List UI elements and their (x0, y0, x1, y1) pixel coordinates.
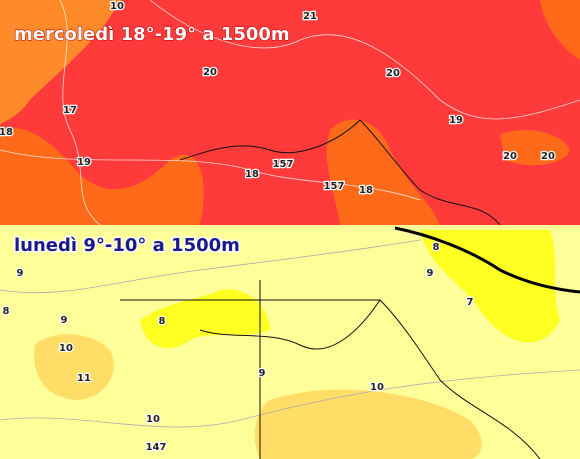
border (120, 280, 380, 459)
isotherm (149, 0, 580, 120)
contour-label: 157 (273, 159, 294, 170)
warm-area (254, 389, 482, 459)
contour-label: 19 (77, 157, 91, 168)
contour-label: 9 (259, 368, 266, 379)
top-title: mercoledì 18°-19° a 1500m (14, 24, 290, 45)
cold-area (140, 289, 270, 349)
contour-label: 10 (146, 414, 160, 425)
contour-label: 157 (324, 181, 345, 192)
contour-label: 18 (359, 185, 373, 196)
contour-label: 147 (146, 442, 167, 453)
contour-label: 10 (110, 1, 124, 12)
cold-area (420, 230, 560, 343)
contour-label: 21 (303, 11, 317, 22)
contour-label: 17 (63, 105, 77, 116)
contour-label: 8 (433, 242, 440, 253)
contour-label: 11 (77, 373, 91, 384)
contour-label: 20 (541, 151, 555, 162)
isotherm (59, 0, 101, 226)
contour-label: 20 (503, 151, 517, 162)
warm-area (34, 334, 114, 400)
contour-label: 10 (370, 382, 384, 393)
isotherm (0, 149, 421, 201)
contour-label: 20 (386, 68, 400, 79)
bottom-title: lunedì 9°-10° a 1500m (14, 235, 240, 256)
warm-area (0, 0, 120, 125)
coastline (179, 119, 501, 226)
coastline (199, 299, 541, 459)
contour-label: 18 (0, 127, 13, 138)
contour-label: 10 (59, 343, 73, 354)
contour-label: 8 (159, 316, 166, 327)
contour-label: 9 (61, 315, 68, 326)
contour-label: 18 (245, 169, 259, 180)
contour-label: 8 (3, 306, 10, 317)
isotherm (0, 369, 580, 428)
front-line (394, 226, 580, 294)
warm-area (540, 0, 580, 60)
contour-label: 20 (203, 67, 217, 78)
contour-label: 19 (449, 115, 463, 126)
warm-area (0, 128, 204, 225)
isotherm (0, 239, 421, 294)
contour-label: 7 (467, 297, 474, 308)
contour-label: 9 (17, 268, 24, 279)
warm-area (500, 130, 570, 166)
warm-area (326, 119, 440, 225)
contour-label: 9 (427, 268, 434, 279)
